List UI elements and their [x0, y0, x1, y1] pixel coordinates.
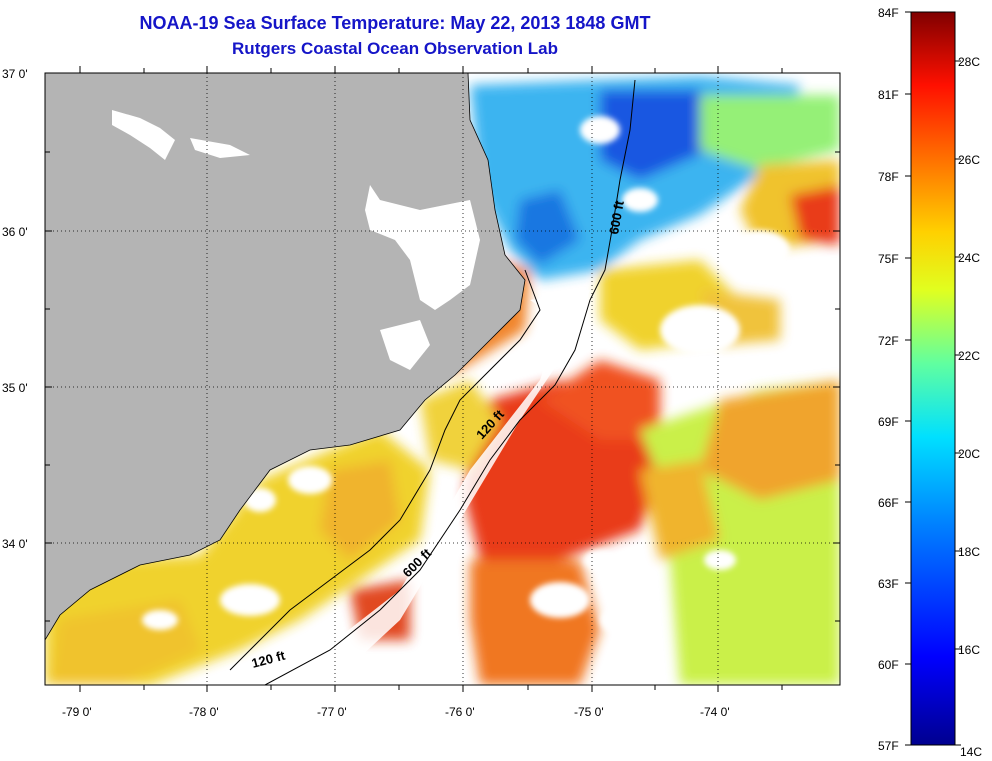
- lon-label: -78 0': [189, 705, 219, 719]
- axis-ticks: [45, 66, 840, 692]
- map-subtitle: Rutgers Coastal Ocean Observation Lab: [232, 39, 558, 58]
- colorbar: 84F 81F 78F 75F 72F 69F 66F 63F 60F 57F …: [878, 6, 982, 759]
- graticule: [45, 73, 840, 685]
- colorbar-c-label: 16C: [958, 643, 980, 657]
- lon-label: -77 0': [317, 705, 347, 719]
- lat-label: 35 0': [2, 381, 28, 395]
- lat-label: 34 0': [2, 537, 28, 551]
- colorbar-f-label: 69F: [878, 415, 899, 429]
- isobath-lines: [229, 79, 636, 685]
- colorbar-f-label: 75F: [878, 252, 899, 266]
- colorbar-c-label: 26C: [958, 153, 980, 167]
- colorbar-c-label: 28C: [958, 55, 980, 69]
- lon-label: -79 0': [62, 705, 92, 719]
- colorbar-f-label: 66F: [878, 496, 899, 510]
- colorbar-f-label: 72F: [878, 334, 899, 348]
- colorbar-c-label: 20C: [958, 447, 980, 461]
- colorbar-f-label: 63F: [878, 577, 899, 591]
- lon-label: -75 0': [574, 705, 604, 719]
- isobath-label-north-600: 600 ft: [606, 199, 627, 236]
- map-title: NOAA-19 Sea Surface Temperature: May 22,…: [139, 13, 651, 33]
- lat-label: 37 0': [2, 67, 28, 81]
- colorbar-f-label: 84F: [878, 6, 899, 20]
- lon-label: -76 0': [445, 705, 475, 719]
- colorbar-c-label: 14C: [960, 745, 982, 759]
- colorbar-f-label: 78F: [878, 170, 899, 184]
- sst-field: 600 ft 120 ft 600 ft 120 ft: [45, 73, 840, 685]
- colorbar-c-label: 24C: [958, 251, 980, 265]
- lon-label: -74 0': [700, 705, 730, 719]
- inland-water: [112, 110, 480, 370]
- colorbar-c-label: 22C: [958, 349, 980, 363]
- colorbar-f-label: 60F: [878, 658, 899, 672]
- lat-label: 36 0': [2, 225, 28, 239]
- colorbar-f-label: 81F: [878, 88, 899, 102]
- colorbar-c-label: 18C: [958, 545, 980, 559]
- colorbar-f-label: 57F: [878, 739, 899, 753]
